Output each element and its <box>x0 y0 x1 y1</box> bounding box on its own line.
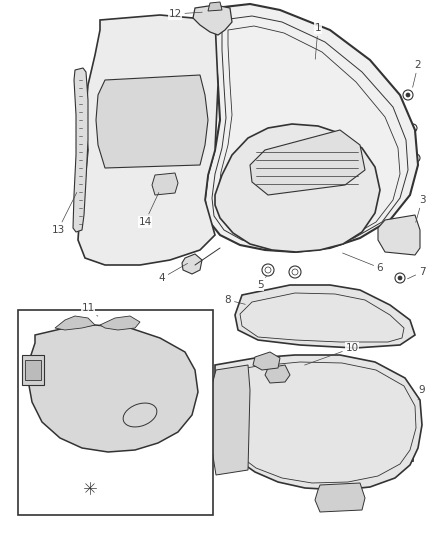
FancyBboxPatch shape <box>393 429 413 441</box>
Polygon shape <box>152 173 178 195</box>
Circle shape <box>142 332 158 348</box>
Circle shape <box>67 332 83 348</box>
FancyBboxPatch shape <box>365 334 375 342</box>
Circle shape <box>398 276 402 280</box>
Text: 14: 14 <box>138 192 159 227</box>
Circle shape <box>50 368 74 392</box>
Polygon shape <box>28 325 198 452</box>
FancyBboxPatch shape <box>393 449 413 461</box>
Polygon shape <box>208 2 222 11</box>
Polygon shape <box>100 316 140 330</box>
FancyBboxPatch shape <box>25 360 41 380</box>
FancyBboxPatch shape <box>18 310 213 515</box>
Text: 6: 6 <box>343 253 383 273</box>
FancyBboxPatch shape <box>280 305 295 315</box>
Text: 12: 12 <box>168 9 202 19</box>
Circle shape <box>80 375 130 425</box>
FancyBboxPatch shape <box>393 409 413 421</box>
Polygon shape <box>210 355 422 490</box>
Text: 1: 1 <box>314 23 321 59</box>
Polygon shape <box>205 4 418 252</box>
Polygon shape <box>78 15 218 265</box>
Circle shape <box>145 365 165 385</box>
Circle shape <box>78 476 102 500</box>
Polygon shape <box>250 130 365 195</box>
Text: 8: 8 <box>225 295 245 305</box>
Text: 10: 10 <box>304 343 359 365</box>
Circle shape <box>307 69 312 75</box>
FancyBboxPatch shape <box>383 332 393 340</box>
Polygon shape <box>235 285 415 348</box>
Polygon shape <box>182 254 202 274</box>
Text: 13: 13 <box>51 192 77 235</box>
Polygon shape <box>73 68 88 232</box>
Polygon shape <box>265 365 290 383</box>
Text: 7: 7 <box>407 267 425 279</box>
Polygon shape <box>193 5 232 35</box>
Text: 4: 4 <box>159 263 187 283</box>
Polygon shape <box>55 316 95 330</box>
Polygon shape <box>315 483 365 512</box>
FancyBboxPatch shape <box>22 355 44 385</box>
FancyBboxPatch shape <box>300 303 318 313</box>
Text: 2: 2 <box>413 60 421 87</box>
FancyBboxPatch shape <box>255 308 275 320</box>
Text: 9: 9 <box>418 385 425 400</box>
Polygon shape <box>253 352 280 370</box>
Polygon shape <box>378 215 420 255</box>
Text: 3: 3 <box>416 195 425 222</box>
Polygon shape <box>96 75 208 168</box>
Polygon shape <box>210 365 250 475</box>
Circle shape <box>406 93 410 97</box>
Polygon shape <box>215 124 380 252</box>
Text: 5: 5 <box>257 276 266 290</box>
Text: 11: 11 <box>81 303 98 316</box>
Circle shape <box>67 362 143 438</box>
FancyBboxPatch shape <box>393 328 403 336</box>
